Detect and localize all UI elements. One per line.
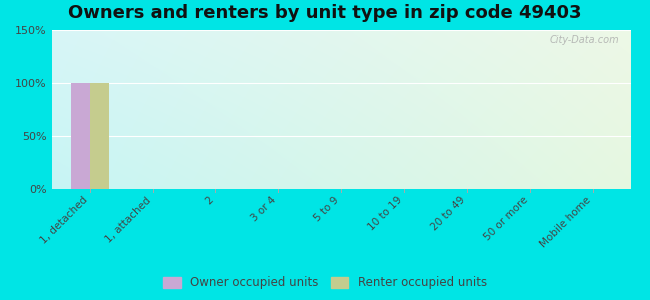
Text: 10 to 19: 10 to 19 — [367, 195, 404, 233]
Text: 1, detached: 1, detached — [39, 195, 90, 246]
Text: 20 to 49: 20 to 49 — [429, 195, 467, 233]
Text: 2: 2 — [203, 195, 216, 207]
Text: 3 or 4: 3 or 4 — [250, 195, 278, 224]
Text: 50 or more: 50 or more — [482, 195, 530, 243]
Text: 1, attached: 1, attached — [103, 195, 153, 244]
Text: Mobile home: Mobile home — [538, 195, 593, 249]
Text: Owners and renters by unit type in zip code 49403: Owners and renters by unit type in zip c… — [68, 4, 582, 22]
Text: 5 to 9: 5 to 9 — [313, 195, 341, 224]
Text: City-Data.com: City-Data.com — [549, 35, 619, 45]
Legend: Owner occupied units, Renter occupied units: Owner occupied units, Renter occupied un… — [159, 272, 491, 294]
Bar — [71, 83, 90, 189]
Bar — [90, 83, 109, 189]
